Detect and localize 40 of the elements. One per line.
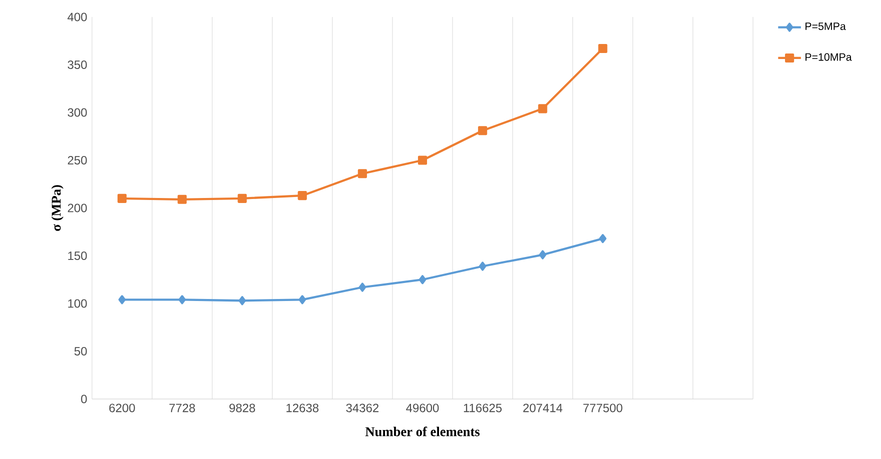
y-tick-label: 250 bbox=[68, 156, 87, 164]
x-tick-label: 777500 bbox=[583, 404, 622, 412]
point bbox=[238, 296, 246, 306]
point bbox=[118, 194, 127, 203]
point bbox=[358, 169, 367, 178]
point bbox=[178, 194, 187, 204]
point bbox=[478, 126, 488, 136]
point bbox=[478, 262, 486, 271]
y-tick-label: 100 bbox=[68, 299, 87, 308]
y-tick-label: 400 bbox=[68, 12, 87, 22]
y-tick-label: 350 bbox=[68, 60, 87, 69]
legend-label: P=5MPa bbox=[806, 22, 846, 30]
point bbox=[538, 104, 548, 114]
point bbox=[298, 191, 307, 200]
y-tick-label: 50 bbox=[74, 346, 87, 356]
x-tick-label: 12638 bbox=[286, 404, 318, 412]
x-tick-label: 207414 bbox=[523, 404, 562, 412]
point bbox=[539, 250, 546, 260]
y-tick-label: 150 bbox=[68, 251, 87, 260]
point bbox=[598, 44, 608, 54]
x-tick-label: 116625 bbox=[464, 404, 502, 412]
point bbox=[418, 156, 428, 165]
legend-label: P=10MPa bbox=[806, 53, 852, 61]
point bbox=[178, 295, 186, 304]
y-tick-label: 300 bbox=[68, 108, 87, 117]
point bbox=[358, 282, 366, 292]
point bbox=[298, 295, 306, 304]
x-tick-label: 7728 bbox=[169, 404, 195, 412]
x-tick-label: 34362 bbox=[346, 404, 378, 412]
x-axis-title: Number of elements bbox=[365, 426, 480, 436]
point bbox=[599, 234, 606, 244]
y-axis-title: σ (MPa) bbox=[51, 185, 64, 231]
point bbox=[238, 194, 247, 203]
x-tick-label: 49600 bbox=[406, 404, 439, 412]
x-tick-label: 6200 bbox=[109, 404, 135, 412]
point bbox=[418, 275, 426, 284]
y-tick-label: 200 bbox=[68, 204, 87, 212]
point bbox=[118, 295, 126, 304]
x-tick-label: 9828 bbox=[229, 404, 256, 412]
y-tick-label: 0 bbox=[81, 394, 87, 404]
